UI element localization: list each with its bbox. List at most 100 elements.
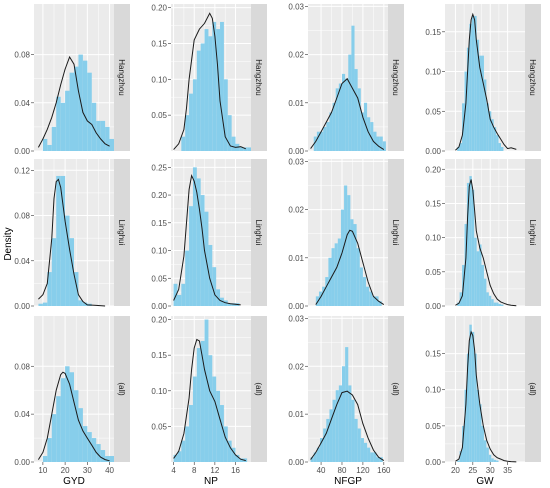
- histogram-bar: [231, 136, 236, 151]
- panel-linghui-nfgp: 0.00 0.01 0.02 0.03 Linghui: [288, 157, 404, 311]
- histogram-bar: [483, 278, 487, 306]
- histogram-bar: [483, 79, 487, 151]
- histogram-bar: [208, 36, 213, 151]
- histogram-bar: [65, 215, 70, 306]
- histogram-bar: [326, 418, 330, 462]
- y-tick-label: 0.00: [288, 302, 304, 311]
- histogram-bar: [325, 277, 329, 306]
- histogram-bar: [189, 206, 193, 306]
- histogram-bar: [192, 376, 197, 462]
- y-tick-label: 0.05: [425, 268, 441, 277]
- histogram-bar: [185, 426, 190, 462]
- density-curve: [455, 179, 517, 307]
- histogram-bar: [87, 432, 92, 462]
- histogram-bar: [227, 303, 232, 306]
- histogram-bar: [370, 122, 374, 151]
- y-tick-label: 0.00: [151, 302, 167, 311]
- histogram-bar: [177, 451, 182, 462]
- x-tick-label: 30: [83, 466, 92, 475]
- histogram-bar: [51, 414, 57, 462]
- histogram-bar: [379, 457, 383, 462]
- histogram-bar: [69, 372, 74, 462]
- histogram-bar: [216, 390, 221, 462]
- histogram-bar: [493, 459, 497, 462]
- y-tick-label: 0.00: [14, 147, 30, 156]
- histogram-bar: [334, 243, 338, 306]
- histogram-bar: [457, 147, 460, 151]
- histogram-bar: [486, 292, 489, 306]
- facet-strip: [251, 4, 267, 151]
- facet-strip: [114, 316, 130, 462]
- histogram-bar: [181, 440, 186, 462]
- histogram-bar: [322, 286, 326, 306]
- y-axis-title: Density: [3, 227, 14, 260]
- panel-linghui-np: 0.00 0.05 0.10 0.15 0.20 0.25 Linghui: [151, 159, 267, 311]
- histogram-bar: [457, 460, 460, 462]
- histogram-bar: [74, 66, 79, 151]
- histogram-bar: [42, 302, 48, 306]
- histogram-bar: [109, 138, 114, 151]
- facet-strip-label: (all): [391, 382, 400, 396]
- histogram-bar: [326, 122, 330, 151]
- histogram-bar: [501, 147, 504, 151]
- panel-hangzhou-nfgp: 0.00 0.01 0.02 0.03 Hangzhou: [288, 2, 404, 156]
- histogram-bar: [82, 302, 88, 306]
- histogram-bar: [345, 78, 349, 151]
- histogram-bar: [177, 294, 182, 306]
- facet-strip-label: Hangzhou: [391, 59, 400, 95]
- histogram-bar: [466, 182, 470, 306]
- histogram-bar: [476, 389, 480, 462]
- histogram-bar: [464, 71, 467, 151]
- facet-strip: [388, 4, 404, 151]
- histogram-bar: [223, 79, 228, 151]
- histogram-bar: [479, 55, 482, 151]
- histogram-bar: [373, 452, 377, 462]
- histogram-bar: [56, 175, 61, 306]
- histogram-bar: [362, 277, 367, 306]
- y-tick-label: 0.04: [14, 410, 30, 419]
- histogram-bar: [375, 296, 379, 306]
- histogram-bar: [181, 136, 186, 151]
- histogram-bar: [498, 303, 501, 306]
- x-tick-label: 160: [377, 466, 391, 475]
- histogram-bar: [315, 296, 319, 306]
- histogram-bar: [212, 21, 217, 151]
- histogram-bar: [360, 112, 364, 151]
- y-tick-label: 0.03: [288, 314, 304, 323]
- histogram-bar: [204, 319, 209, 462]
- histogram-bar: [318, 291, 323, 306]
- histogram-bar: [469, 23, 472, 151]
- panel-linghui-gyd: 0.00 0.04 0.08 0.12 Linghui: [14, 159, 130, 311]
- y-tick-label: 0.10: [425, 68, 441, 77]
- histogram-bar: [351, 399, 355, 462]
- x-tick-label: 80: [338, 466, 347, 475]
- density-curve: [173, 12, 246, 150]
- histogram-bar: [91, 438, 97, 462]
- histogram-bar: [350, 219, 354, 306]
- histogram-bar: [204, 29, 209, 151]
- panel-all-nfgp: 0.00 0.01 0.02 0.03 40 80 120 160 (all) NFGP: [288, 314, 404, 487]
- histogram-bar: [376, 136, 380, 151]
- y-tick-label: 0.00: [425, 458, 441, 467]
- histogram-bar: [60, 102, 66, 151]
- histogram-bar: [476, 251, 480, 306]
- facet-strip-label: Hangzhou: [528, 59, 537, 95]
- histogram-bar: [56, 396, 61, 462]
- y-tick-label: 0.20: [151, 191, 167, 200]
- y-tick-label: 0.00: [425, 147, 441, 156]
- histogram-bar: [476, 39, 480, 151]
- facet-strip: [525, 159, 541, 306]
- histogram-bar: [481, 55, 484, 151]
- facet-strip-label: Linghui: [117, 220, 126, 246]
- histogram-bar: [488, 295, 492, 306]
- histogram-bar: [354, 69, 358, 151]
- panel-hangzhou-np: 0.05 0.10 0.15 0.20 Hangzhou: [151, 4, 267, 151]
- histogram-bar: [185, 250, 190, 306]
- histogram-bar: [173, 454, 178, 462]
- panel-linghui-gw: 0.00 0.05 0.10 0.15 0.20 Linghui: [425, 159, 541, 311]
- x-tick-label: 30: [486, 466, 495, 475]
- histogram-bar: [329, 409, 333, 462]
- facet-strip: [251, 159, 267, 306]
- histogram-bar: [200, 195, 205, 306]
- histogram-bar: [459, 143, 463, 151]
